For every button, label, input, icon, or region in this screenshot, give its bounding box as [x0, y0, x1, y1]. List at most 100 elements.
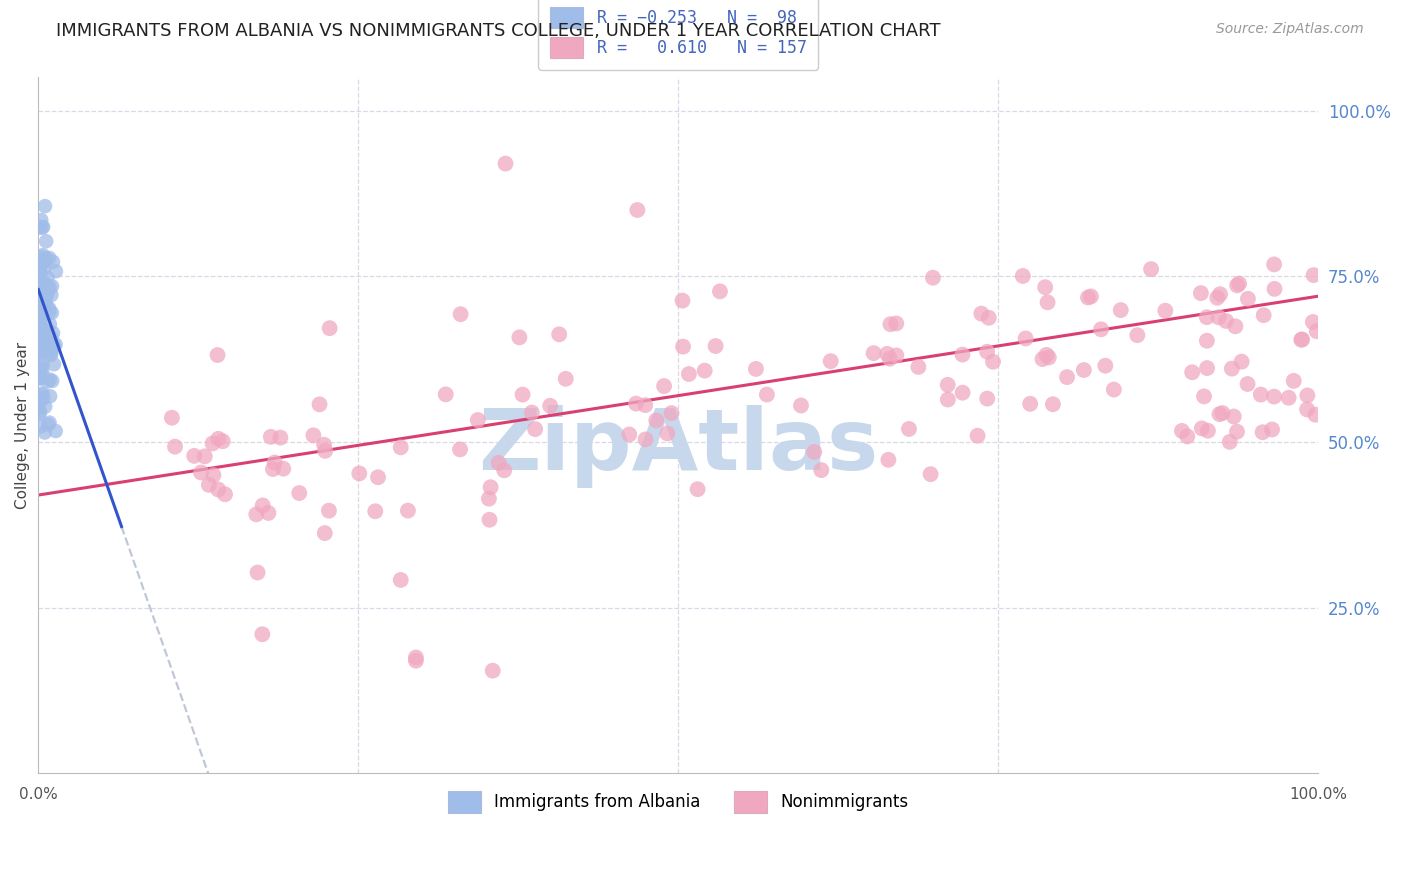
- Point: [879, 317, 901, 331]
- Point: [1038, 351, 1060, 365]
- Point: [32, 304, 55, 318]
- Point: [39, 389, 62, 403]
- Point: [678, 367, 700, 381]
- Point: [976, 392, 998, 406]
- Point: [981, 355, 1004, 369]
- Point: [312, 438, 335, 452]
- Point: [39, 330, 62, 344]
- Point: [41, 341, 63, 355]
- Point: [39, 346, 62, 360]
- Point: [42, 326, 65, 340]
- Point: [28, 330, 51, 344]
- Point: [1090, 322, 1112, 336]
- Point: [495, 156, 517, 170]
- Point: [41, 343, 63, 357]
- Point: [1278, 391, 1301, 405]
- Point: [39, 336, 62, 351]
- Point: [30, 279, 52, 293]
- Point: [38, 373, 60, 387]
- Point: [862, 346, 884, 360]
- Point: [1263, 390, 1285, 404]
- Point: [936, 392, 959, 407]
- Text: Source: ZipAtlas.com: Source: ZipAtlas.com: [1216, 22, 1364, 37]
- Point: [30, 250, 52, 264]
- Point: [262, 462, 284, 476]
- Point: [31, 363, 53, 377]
- Point: [190, 466, 212, 480]
- Point: [755, 387, 778, 401]
- Point: [434, 387, 457, 401]
- Point: [41, 374, 63, 388]
- Point: [32, 288, 55, 302]
- Point: [884, 317, 907, 331]
- Point: [879, 351, 901, 366]
- Point: [41, 288, 63, 302]
- Point: [42, 255, 65, 269]
- Point: [1296, 402, 1319, 417]
- Point: [405, 654, 427, 668]
- Point: [494, 463, 516, 477]
- Point: [41, 279, 63, 293]
- Point: [37, 417, 59, 432]
- Point: [512, 387, 534, 401]
- Point: [1195, 310, 1218, 325]
- Point: [450, 307, 472, 321]
- Point: [202, 468, 225, 483]
- Point: [28, 301, 51, 316]
- Point: [1073, 363, 1095, 377]
- Point: [198, 478, 221, 492]
- Point: [163, 440, 186, 454]
- Point: [1035, 348, 1057, 362]
- Point: [1225, 319, 1247, 334]
- Point: [30, 334, 52, 348]
- Point: [976, 344, 998, 359]
- Point: [28, 361, 51, 376]
- Text: ZipAtlas: ZipAtlas: [478, 405, 879, 488]
- Point: [38, 318, 60, 332]
- Point: [38, 416, 60, 430]
- Point: [31, 248, 53, 262]
- Point: [308, 397, 330, 411]
- Point: [1237, 292, 1260, 306]
- Point: [31, 343, 53, 358]
- Point: [34, 425, 56, 440]
- Point: [211, 434, 233, 449]
- Point: [45, 337, 67, 351]
- Point: [820, 354, 842, 368]
- Point: [1302, 268, 1324, 282]
- Point: [1126, 328, 1149, 343]
- Point: [314, 526, 336, 541]
- Point: [1263, 282, 1285, 296]
- Point: [897, 422, 920, 436]
- Point: [31, 334, 53, 348]
- Point: [214, 487, 236, 501]
- Point: [488, 456, 510, 470]
- Point: [30, 340, 52, 354]
- Point: [803, 445, 825, 459]
- Point: [1033, 280, 1056, 294]
- Point: [30, 322, 52, 336]
- Point: [626, 202, 648, 217]
- Point: [28, 318, 51, 333]
- Point: [28, 265, 51, 279]
- Point: [246, 566, 269, 580]
- Point: [396, 503, 419, 517]
- Point: [709, 285, 731, 299]
- Point: [1208, 310, 1230, 325]
- Point: [28, 371, 51, 385]
- Point: [31, 357, 53, 371]
- Point: [1031, 352, 1053, 367]
- Point: [1077, 291, 1099, 305]
- Point: [389, 573, 412, 587]
- Point: [810, 463, 832, 477]
- Point: [245, 508, 267, 522]
- Point: [28, 365, 51, 379]
- Point: [32, 308, 55, 322]
- Point: [263, 456, 285, 470]
- Point: [30, 393, 52, 408]
- Point: [1019, 397, 1042, 411]
- Point: [1230, 354, 1253, 368]
- Point: [31, 332, 53, 346]
- Point: [35, 287, 58, 301]
- Point: [31, 220, 53, 235]
